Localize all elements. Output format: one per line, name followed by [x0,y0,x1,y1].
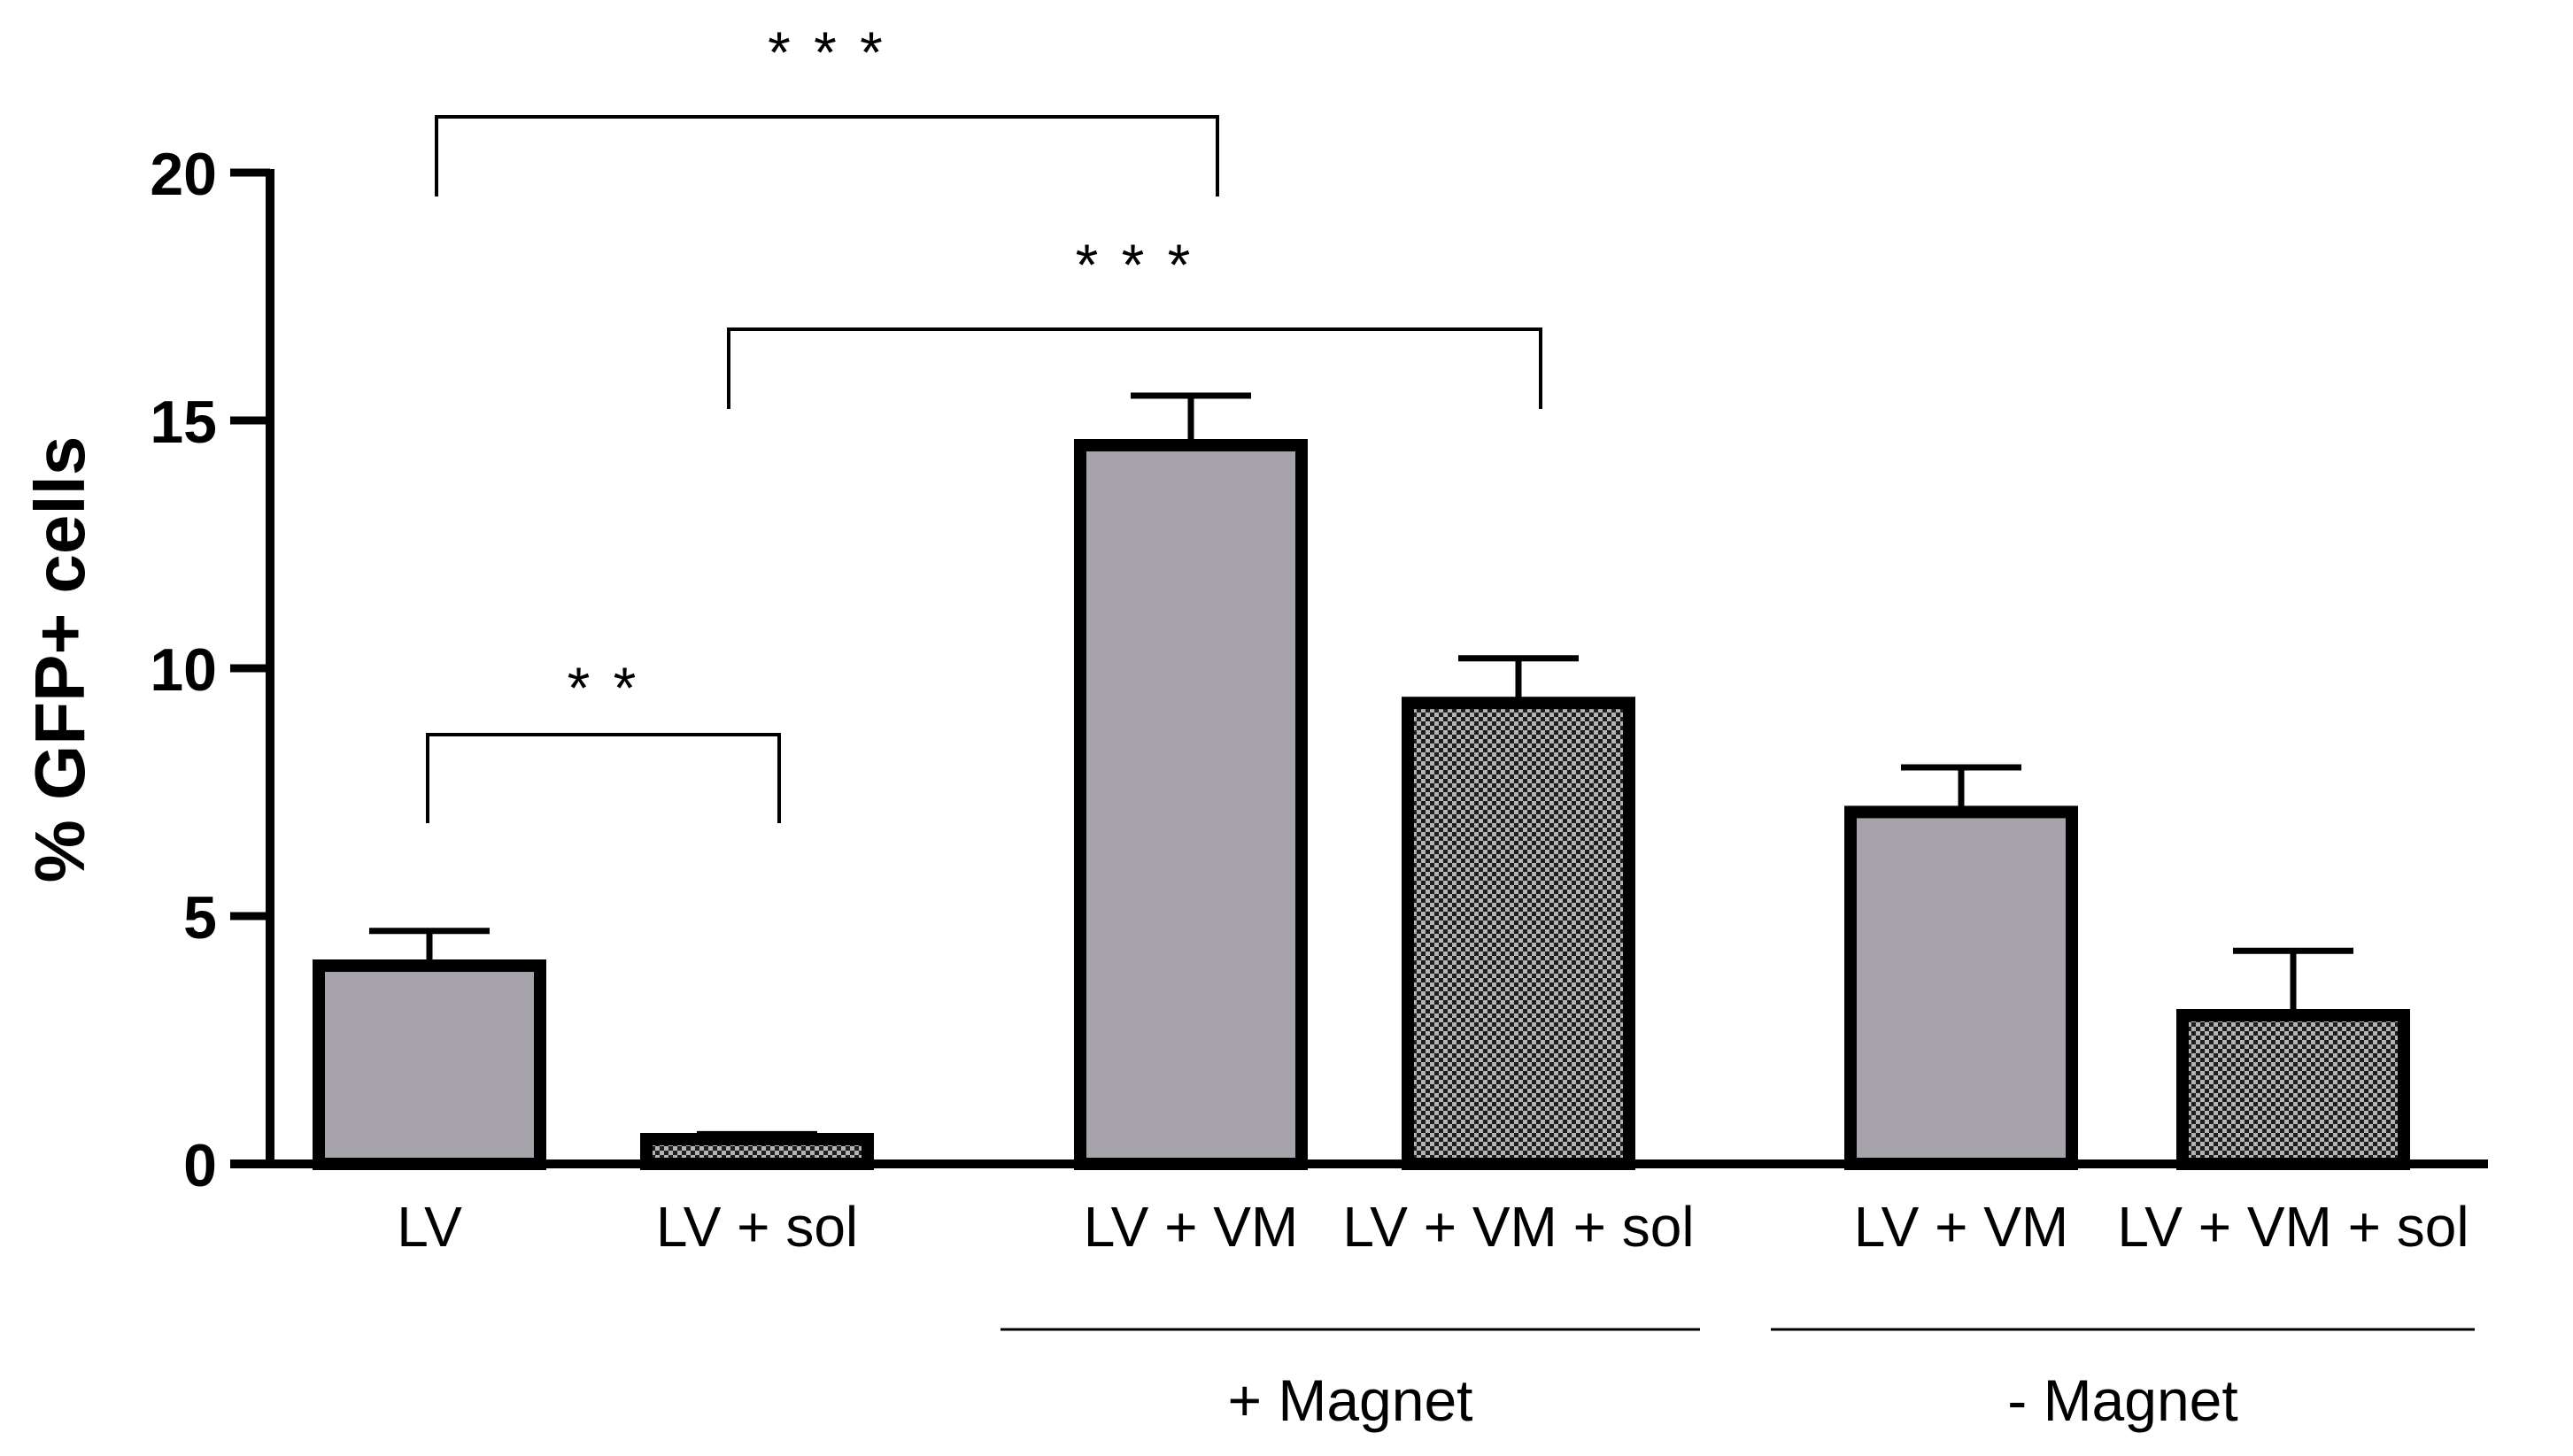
labels-layer: % GFP+ cells 0 5 10 15 20 LV LV + sol LV + VM LV… [20,141,2469,1433]
significance-label: * * [568,655,640,720]
significance-bracket [435,115,1219,196]
significance-label: * * * [768,19,886,85]
bars-layer [313,392,2410,1171]
y-tick-label: 15 [150,389,217,456]
x-tick-label: LV [397,1195,462,1259]
x-tick-label: LV + VM [1854,1195,2068,1259]
significance-bracket [426,733,781,823]
x-tick-label: LV + VM + sol [2117,1195,2469,1259]
bar [2176,1009,2410,1170]
significance-label: * * * [1076,232,1194,297]
bar [1402,697,1635,1170]
bar [1074,439,1308,1170]
y-tick-label: 20 [150,141,217,208]
x-tick-label: LV + VM [1084,1195,1298,1259]
y-tick-label: 0 [183,1132,217,1199]
x-tick-label: LV + sol [656,1195,858,1259]
group-label: - Magnet [2007,1367,2237,1433]
significance-bracket [727,327,1542,409]
y-axis-label: % GFP+ cells [20,436,99,883]
y-tick-label: 10 [150,636,217,704]
x-tick-label: LV + VM + sol [1342,1195,1694,1259]
y-tick-label: 5 [183,884,217,951]
significance-layer: * * * * * * * * [426,19,1542,823]
bar [1844,805,2078,1171]
bar [313,959,546,1170]
group-label: + Magnet [1227,1367,1472,1433]
axes-layer [230,168,2488,1331]
